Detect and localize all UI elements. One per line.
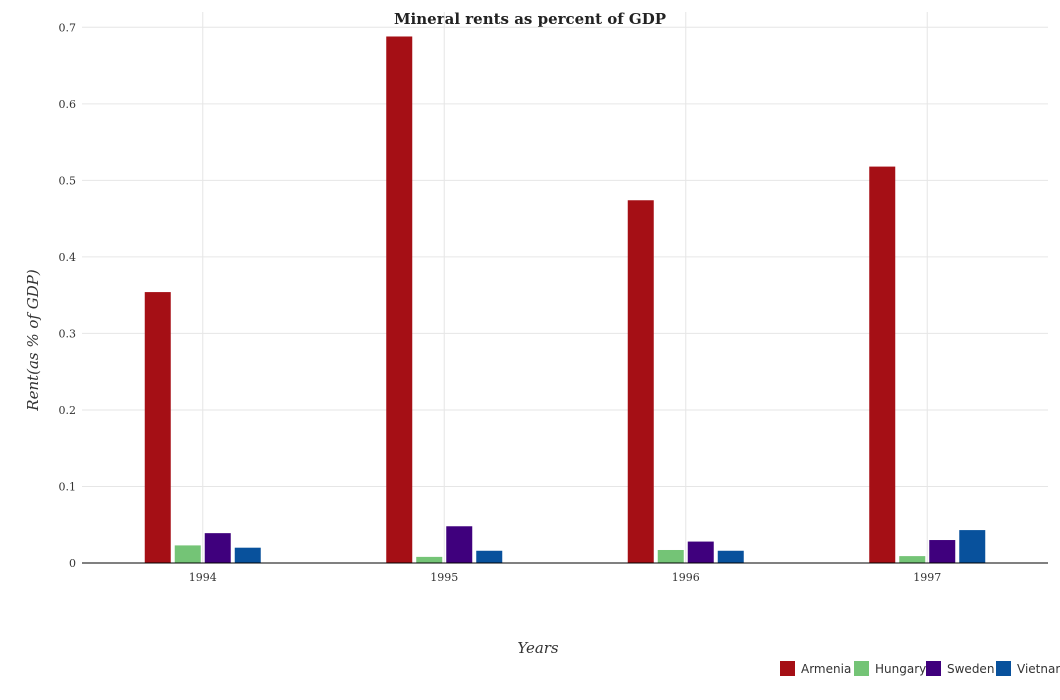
x-tick-labels: 1994 1995 1996 1997: [189, 571, 942, 584]
legend-label-vietnam: Vietnam: [1017, 662, 1060, 676]
legend-label-hungary: Hungary: [875, 662, 926, 676]
bar-hungary-1996: [657, 549, 684, 563]
bar-sweden-1997: [929, 540, 956, 563]
bar-vietnam-1994: [234, 547, 261, 563]
gridlines: [82, 12, 1048, 564]
y-tick-labels: 0 0.1 0.2 0.3 0.4 0.5 0.6 0.7: [59, 21, 77, 570]
legend-swatch-hungary: [854, 661, 869, 676]
bar-hungary-1997: [899, 556, 926, 563]
x-tick-label: 1997: [913, 571, 941, 584]
x-tick-label: 1996: [672, 571, 700, 584]
y-tick-label: 0.7: [59, 21, 77, 34]
chart-title: Mineral rents as percent of GDP: [394, 10, 666, 28]
legend-swatch-armenia: [780, 661, 795, 676]
y-tick-label: 0.3: [59, 327, 77, 340]
bar-armenia-1996: [627, 200, 654, 563]
y-axis-label: Rent(as % of GDP): [24, 269, 42, 412]
x-tick-label: 1994: [189, 571, 217, 584]
bars: [144, 36, 986, 563]
legend-label-sweden: Sweden: [947, 662, 994, 676]
y-tick-label: 0.5: [59, 174, 77, 187]
bar-armenia-1994: [144, 292, 171, 563]
legend: Armenia Hungary Sweden Vietnam: [780, 661, 1060, 676]
y-tick-label: 0: [69, 557, 76, 570]
x-tick-label: 1995: [430, 571, 458, 584]
y-tick-label: 0.1: [59, 480, 77, 493]
bar-hungary-1994: [174, 545, 201, 563]
bar-sweden-1995: [446, 526, 473, 563]
bar-vietnam-1997: [959, 530, 986, 563]
legend-label-armenia: Armenia: [801, 662, 851, 676]
bar-vietnam-1996: [717, 550, 744, 563]
bar-sweden-1994: [204, 533, 231, 563]
x-axis-label: Years: [517, 639, 559, 657]
bar-armenia-1995: [386, 36, 413, 563]
y-tick-label: 0.4: [59, 251, 77, 264]
bar-armenia-1997: [869, 166, 896, 563]
legend-swatch-vietnam: [996, 661, 1011, 676]
y-tick-label: 0.2: [59, 404, 77, 417]
bar-sweden-1996: [687, 541, 714, 563]
legend-swatch-sweden: [926, 661, 941, 676]
y-tick-label: 0.6: [59, 98, 77, 111]
bar-vietnam-1995: [476, 550, 503, 563]
bar-hungary-1995: [416, 556, 443, 563]
